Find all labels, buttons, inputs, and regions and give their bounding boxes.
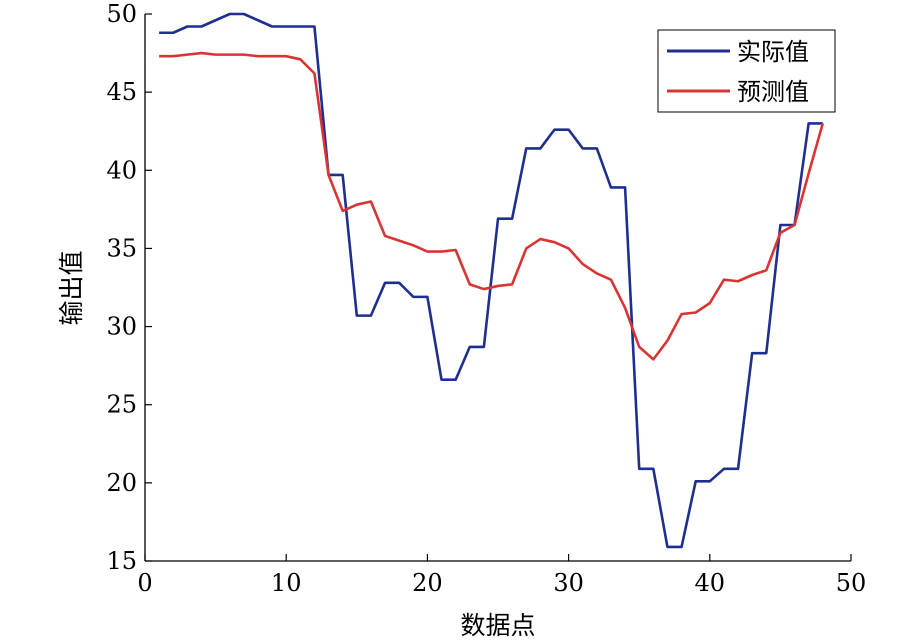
- y-axis-title: 输出值: [57, 250, 86, 325]
- x-tick-label: 50: [836, 569, 867, 597]
- x-tick-label: 10: [271, 569, 302, 597]
- series-line-actual: [159, 12, 823, 549]
- x-tick-label: 40: [695, 569, 726, 597]
- x-tick-label: 0: [137, 569, 152, 597]
- y-tick-label: 25: [106, 391, 137, 419]
- y-tick-label: 40: [106, 156, 137, 184]
- x-tick-label: 30: [553, 569, 584, 597]
- legend: 实际值 预测值: [657, 29, 836, 113]
- series-line-predicted: [159, 51, 825, 361]
- x-axis-ticks: 0 10 20 30 40 50: [137, 554, 866, 597]
- plot-area: 0 10 20 30 40 50 15 20 25 30 35 40 45 50: [106, 0, 866, 597]
- y-tick-label: 20: [106, 469, 137, 497]
- legend-label-actual: 实际值: [737, 38, 809, 66]
- y-tick-label: 50: [106, 0, 137, 28]
- y-axis-ticks: 15 20 25 30 35 40 45 50: [106, 0, 152, 575]
- series-layer: [159, 12, 825, 549]
- y-tick-label: 15: [106, 547, 137, 575]
- legend-box: [657, 29, 836, 113]
- y-tick-label: 45: [106, 78, 137, 106]
- x-axis-title: 数据点: [460, 611, 535, 640]
- y-tick-label: 35: [106, 234, 137, 262]
- legend-label-predicted: 预测值: [737, 78, 809, 106]
- x-tick-label: 20: [412, 569, 443, 597]
- y-tick-label: 30: [106, 313, 137, 341]
